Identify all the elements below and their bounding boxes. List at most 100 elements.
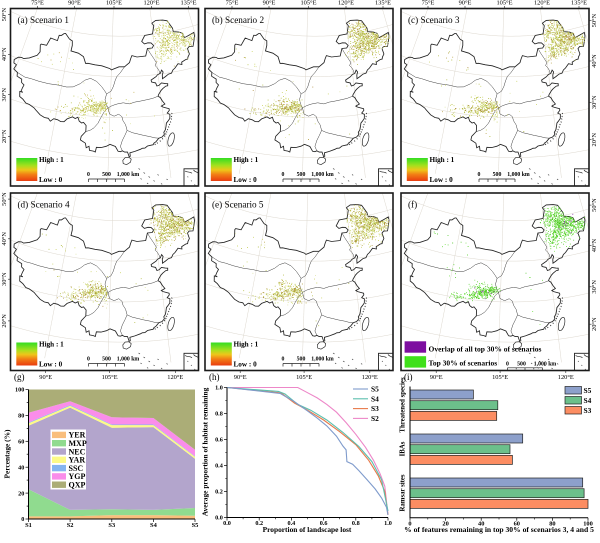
svg-text:0.4: 0.4 [288,520,296,527]
svg-text:0.4: 0.4 [215,463,223,470]
svg-text:120°E: 120°E [338,0,354,7]
svg-text:0.0: 0.0 [215,515,223,522]
svg-text:1.0: 1.0 [384,520,392,527]
svg-text:100: 100 [583,521,593,528]
svg-text:(d) Scenario 4: (d) Scenario 4 [18,200,70,210]
svg-text:YAR: YAR [69,456,86,465]
svg-text:80: 80 [18,413,24,420]
svg-text:40°N: 40°N [591,238,598,252]
svg-text:105°E: 105°E [106,0,122,7]
svg-text:30°N: 30°N [1,88,8,102]
svg-text:40: 40 [478,521,484,528]
svg-text:30°N: 30°N [591,280,598,294]
svg-text:105°E: 105°E [492,374,508,381]
svg-text:0.8: 0.8 [352,520,360,527]
svg-text:Percentage (%): Percentage (%) [3,429,12,478]
svg-text:120°E: 120°E [167,374,183,381]
svg-text:1.0: 1.0 [215,385,223,392]
svg-text:105°E: 105°E [496,0,512,7]
svg-text:135°E: 135°E [571,0,587,7]
svg-text:90°E: 90°E [39,374,52,381]
svg-text:S1: S1 [25,522,32,529]
svg-text:500: 500 [517,361,526,367]
svg-text:S4: S4 [150,522,158,529]
svg-text:IBAs: IBAs [400,441,407,456]
svg-text:YGP: YGP [69,472,86,481]
svg-text:105°E: 105°E [296,374,312,381]
svg-text:60: 60 [18,439,24,446]
svg-text:MXP: MXP [69,439,87,448]
svg-text:135°E: 135°E [180,0,196,7]
svg-text:(a) Scenario 1: (a) Scenario 1 [18,15,70,25]
svg-text:20: 20 [442,521,448,528]
svg-text:20°N: 20°N [591,317,598,331]
svg-text:S5: S5 [192,522,199,529]
svg-text:90°E: 90°E [234,374,247,381]
svg-text:100: 100 [15,387,24,394]
svg-text:40°N: 40°N [1,47,8,61]
svg-text:135°E: 135°E [375,0,391,7]
svg-text:S5: S5 [371,385,379,394]
svg-text:120°E: 120°E [558,374,574,381]
svg-text:0.6: 0.6 [215,437,223,444]
svg-text:105°E: 105°E [300,0,316,7]
svg-text:YER: YER [69,431,86,440]
svg-text:0: 0 [506,361,509,367]
svg-text:Overlap of all top 30% of scen: Overlap of all top 30% of scenarios [429,345,542,354]
svg-text:90°E: 90°E [430,374,443,381]
svg-text:120°E: 120°E [534,0,550,7]
svg-text:20°N: 20°N [1,314,8,328]
svg-text:S2: S2 [371,414,379,423]
svg-text:90°E: 90°E [68,0,81,7]
svg-text:0: 0 [21,516,24,523]
svg-text:20°N: 20°N [591,133,598,147]
svg-text:(h): (h) [209,372,220,382]
svg-text:0.0: 0.0 [223,520,231,527]
svg-text:% of features remaining in top: % of features remaining in top 30% of sc… [404,525,594,534]
svg-text:40°N: 40°N [1,232,8,246]
svg-text:80: 80 [549,521,555,528]
svg-text:105°E: 105°E [102,374,118,381]
svg-text:S4: S4 [584,396,592,405]
svg-text:QXP: QXP [69,481,86,490]
svg-text:75°E: 75°E [31,0,44,7]
svg-text:NEC: NEC [69,447,86,456]
svg-text:75°E: 75°E [422,0,435,7]
svg-text:120°E: 120°E [143,0,159,7]
svg-text:Average proportion of habitat: Average proportion of habitat remaining [201,387,210,516]
svg-text:(b) Scenario 2: (b) Scenario 2 [212,15,264,25]
svg-text:1,000 km: 1,000 km [534,361,557,367]
svg-text:SSC: SSC [69,464,84,473]
svg-text:(c) Scenario 3: (c) Scenario 3 [408,15,460,25]
svg-text:0.8: 0.8 [215,411,223,418]
svg-text:S3: S3 [108,522,115,529]
svg-text:(e) Scenario 5: (e) Scenario 5 [212,200,264,210]
svg-text:40°N: 40°N [591,54,598,68]
svg-text:0.6: 0.6 [320,520,328,527]
svg-text:50°N: 50°N [591,198,598,212]
svg-text:(g): (g) [14,372,25,382]
svg-text:S2: S2 [67,522,74,529]
svg-text:(i): (i) [404,372,413,382]
svg-text:90°E: 90°E [263,0,276,7]
svg-text:Ramsar sites: Ramsar sites [400,474,407,511]
svg-text:Proportion of landscape lost: Proportion of landscape lost [263,525,352,534]
svg-text:75°E: 75°E [226,0,239,7]
svg-text:S3: S3 [371,404,379,413]
svg-text:S5: S5 [584,386,592,395]
svg-text:30°N: 30°N [591,95,598,109]
svg-text:120°E: 120°E [362,374,378,381]
svg-text:90°E: 90°E [459,0,472,7]
svg-text:0.2: 0.2 [255,520,263,527]
svg-text:20°N: 20°N [1,129,8,143]
svg-text:S3: S3 [584,406,592,415]
svg-text:20: 20 [18,490,24,497]
svg-text:Top 30% of scenarios: Top 30% of scenarios [429,358,498,367]
svg-text:30°N: 30°N [1,272,8,286]
svg-text:50°N: 50°N [1,7,8,21]
svg-text:50°N: 50°N [591,13,598,27]
svg-text:0.2: 0.2 [215,489,223,496]
svg-text:Threatened species: Threatened species [400,377,407,433]
svg-text:50°N: 50°N [1,192,8,206]
svg-text:40: 40 [18,464,24,471]
